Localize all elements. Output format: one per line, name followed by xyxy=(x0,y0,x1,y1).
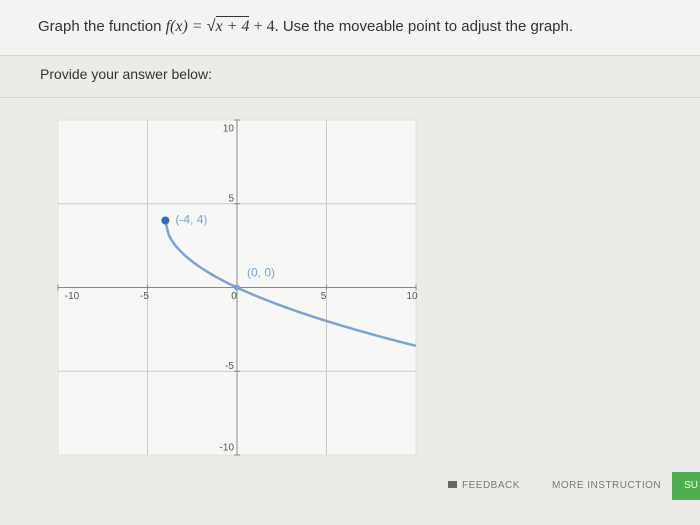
function-rest: + 4. xyxy=(253,18,279,35)
prompt: Provide your answer below: xyxy=(40,66,212,82)
more-instruction-button[interactable]: MORE INSTRUCTION xyxy=(552,480,662,491)
x-tick-label: 10 xyxy=(406,291,418,302)
function-name: f(x) = xyxy=(165,18,203,35)
x-tick-label: 5 xyxy=(321,291,327,302)
movable-point xyxy=(161,216,170,225)
point-label: (-4, 4) xyxy=(175,213,207,227)
feedback-button[interactable]: FEEDBACK xyxy=(448,480,520,491)
y-tick-label: -5 xyxy=(225,361,234,372)
lead: Graph the function xyxy=(38,18,162,35)
movable-point xyxy=(234,284,240,291)
y-tick-label: 10 xyxy=(223,124,235,135)
feedback-icon xyxy=(448,481,457,488)
instruction: Use the moveable point to adjust the gra… xyxy=(282,18,574,35)
radicand: x + 4 xyxy=(215,16,250,35)
divider xyxy=(0,97,700,98)
submit-button[interactable]: SU xyxy=(672,472,700,500)
x-tick-label: 0 xyxy=(231,291,237,302)
x-tick-label: -5 xyxy=(140,291,149,302)
x-tick-label: -10 xyxy=(65,291,80,302)
point-label: (0, 0) xyxy=(247,266,275,280)
radical-sign: √ xyxy=(206,18,216,35)
feedback-label: FEEDBACK xyxy=(462,480,520,491)
y-tick-label: 5 xyxy=(228,193,234,204)
header: Graph the function f(x) = √x + 4 + 4. Us… xyxy=(0,0,700,56)
y-tick-label: -10 xyxy=(220,443,235,454)
question: Graph the function f(x) = √x + 4 + 4. Us… xyxy=(38,16,573,36)
function-curve xyxy=(164,220,417,348)
